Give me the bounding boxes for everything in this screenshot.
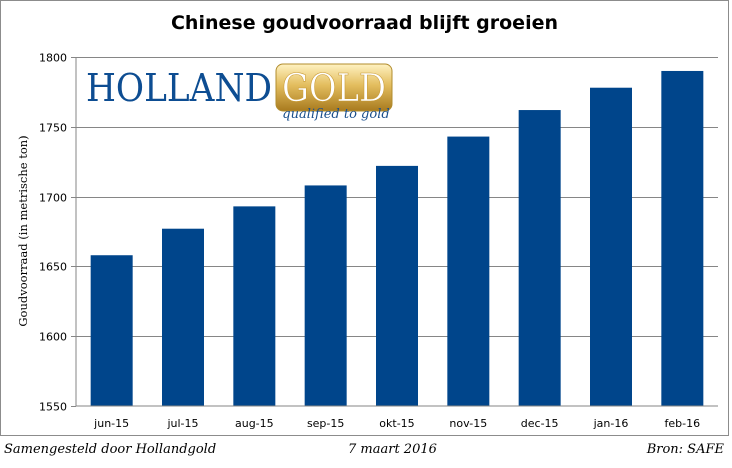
bar-jan-16 — [590, 87, 632, 406]
holland-gold-logo: HOLLAND GOLD qualified to gold — [86, 63, 393, 122]
logo-gold-box — [275, 63, 393, 112]
y-tick-label: 1750 — [39, 122, 67, 135]
x-tick-label: dec-15 — [521, 417, 559, 430]
x-tick-label: jan-16 — [593, 417, 629, 430]
y-tick-label: 1550 — [39, 401, 67, 414]
x-tick-label: sep-15 — [307, 417, 344, 430]
x-tick-label: jul-15 — [166, 417, 198, 430]
bar-jun-15 — [90, 255, 133, 406]
bar-aug-15 — [233, 206, 276, 406]
y-tick-label: 1700 — [39, 192, 67, 205]
y-axis-label: Goudvoorraad (in metrische ton) — [16, 135, 30, 326]
bar-sep-15 — [304, 185, 347, 406]
bar-okt-15 — [376, 165, 418, 406]
footer-source: Bron: SAFE — [646, 442, 724, 457]
y-tick-label: 1800 — [39, 52, 67, 65]
footer-date: 7 maart 2016 — [348, 442, 437, 457]
chart-title: Chinese goudvoorraad blijft groeien — [170, 12, 558, 34]
bar-jul-15 — [162, 228, 204, 406]
bar-dec-15 — [518, 110, 561, 406]
x-tick-label: aug-15 — [235, 417, 274, 430]
bar-chart: 1550 1600 1650 1700 1750 1800 jun-15 jul-15 aug-… — [16, 52, 718, 430]
logo-tagline: qualified to gold — [282, 107, 389, 122]
x-tick-label: okt-15 — [379, 417, 414, 430]
logo-gold-text: GOLD — [282, 66, 386, 110]
logo-holland-text: HOLLAND — [86, 66, 272, 110]
y-tick-label: 1650 — [39, 261, 67, 274]
footer-source-compiled: Samengesteld door Hollandgold — [4, 442, 217, 457]
bar-nov-15 — [447, 136, 490, 406]
bar-feb-16 — [661, 70, 704, 407]
y-tick-label: 1600 — [39, 331, 67, 344]
x-tick-label: jun-15 — [93, 417, 129, 430]
x-tick-label: feb-16 — [665, 417, 701, 430]
x-tick-label: nov-15 — [449, 417, 487, 430]
